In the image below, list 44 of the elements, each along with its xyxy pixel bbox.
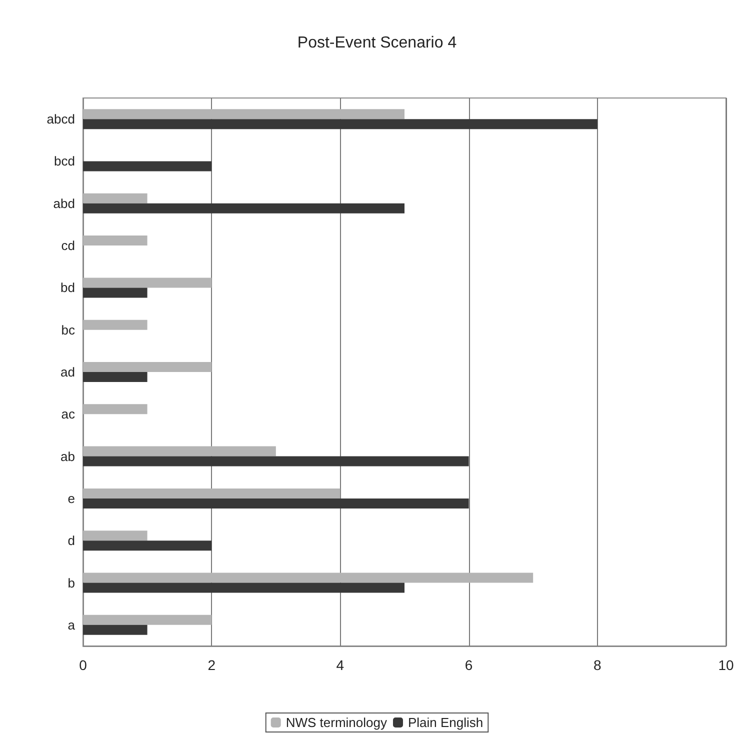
- bar: [83, 161, 212, 172]
- bar: [83, 362, 212, 372]
- chart-title: Post-Event Scenario 4: [297, 34, 457, 52]
- bar: [83, 488, 340, 498]
- y-tick-label: e: [68, 490, 75, 506]
- y-tick-label: bd: [60, 280, 75, 296]
- x-tick-label: 4: [336, 657, 344, 673]
- bar: [83, 372, 148, 382]
- bar: [83, 530, 148, 541]
- bar: [83, 119, 598, 130]
- bar: [83, 109, 404, 120]
- bar: [83, 614, 212, 625]
- bar: [83, 572, 534, 583]
- bar: [83, 193, 148, 204]
- y-tick-label: cd: [61, 238, 75, 254]
- x-tick-label: 2: [208, 657, 216, 673]
- x-tick-label: 6: [464, 657, 473, 673]
- legend-label: Plain English: [408, 715, 484, 730]
- y-tick-label: bc: [61, 322, 76, 338]
- bar: [83, 288, 148, 298]
- bar: [83, 498, 469, 508]
- y-tick-label: a: [68, 617, 76, 632]
- y-tick-label: abcd: [46, 112, 75, 127]
- y-tick-label: bcd: [54, 154, 75, 169]
- x-tick-label: 0: [79, 657, 88, 673]
- y-tick-label: ac: [61, 406, 76, 422]
- bar: [83, 446, 276, 456]
- y-tick-label: ab: [60, 448, 75, 464]
- legend-label: NWS terminology: [286, 715, 388, 730]
- bar: [83, 320, 148, 330]
- bar: [83, 203, 404, 214]
- y-tick-label: ad: [60, 364, 75, 380]
- y-tick-label: abd: [53, 196, 75, 211]
- bar: [83, 582, 404, 593]
- bar: [83, 404, 148, 414]
- x-tick-label: 10: [718, 657, 734, 673]
- y-tick-label: b: [68, 575, 75, 590]
- bar: [83, 624, 148, 635]
- y-tick-label: d: [68, 533, 75, 548]
- bar: [83, 236, 148, 246]
- x-tick-label: 8: [594, 657, 602, 673]
- bar: [83, 456, 469, 466]
- bar: [83, 540, 212, 551]
- bar: [83, 278, 212, 288]
